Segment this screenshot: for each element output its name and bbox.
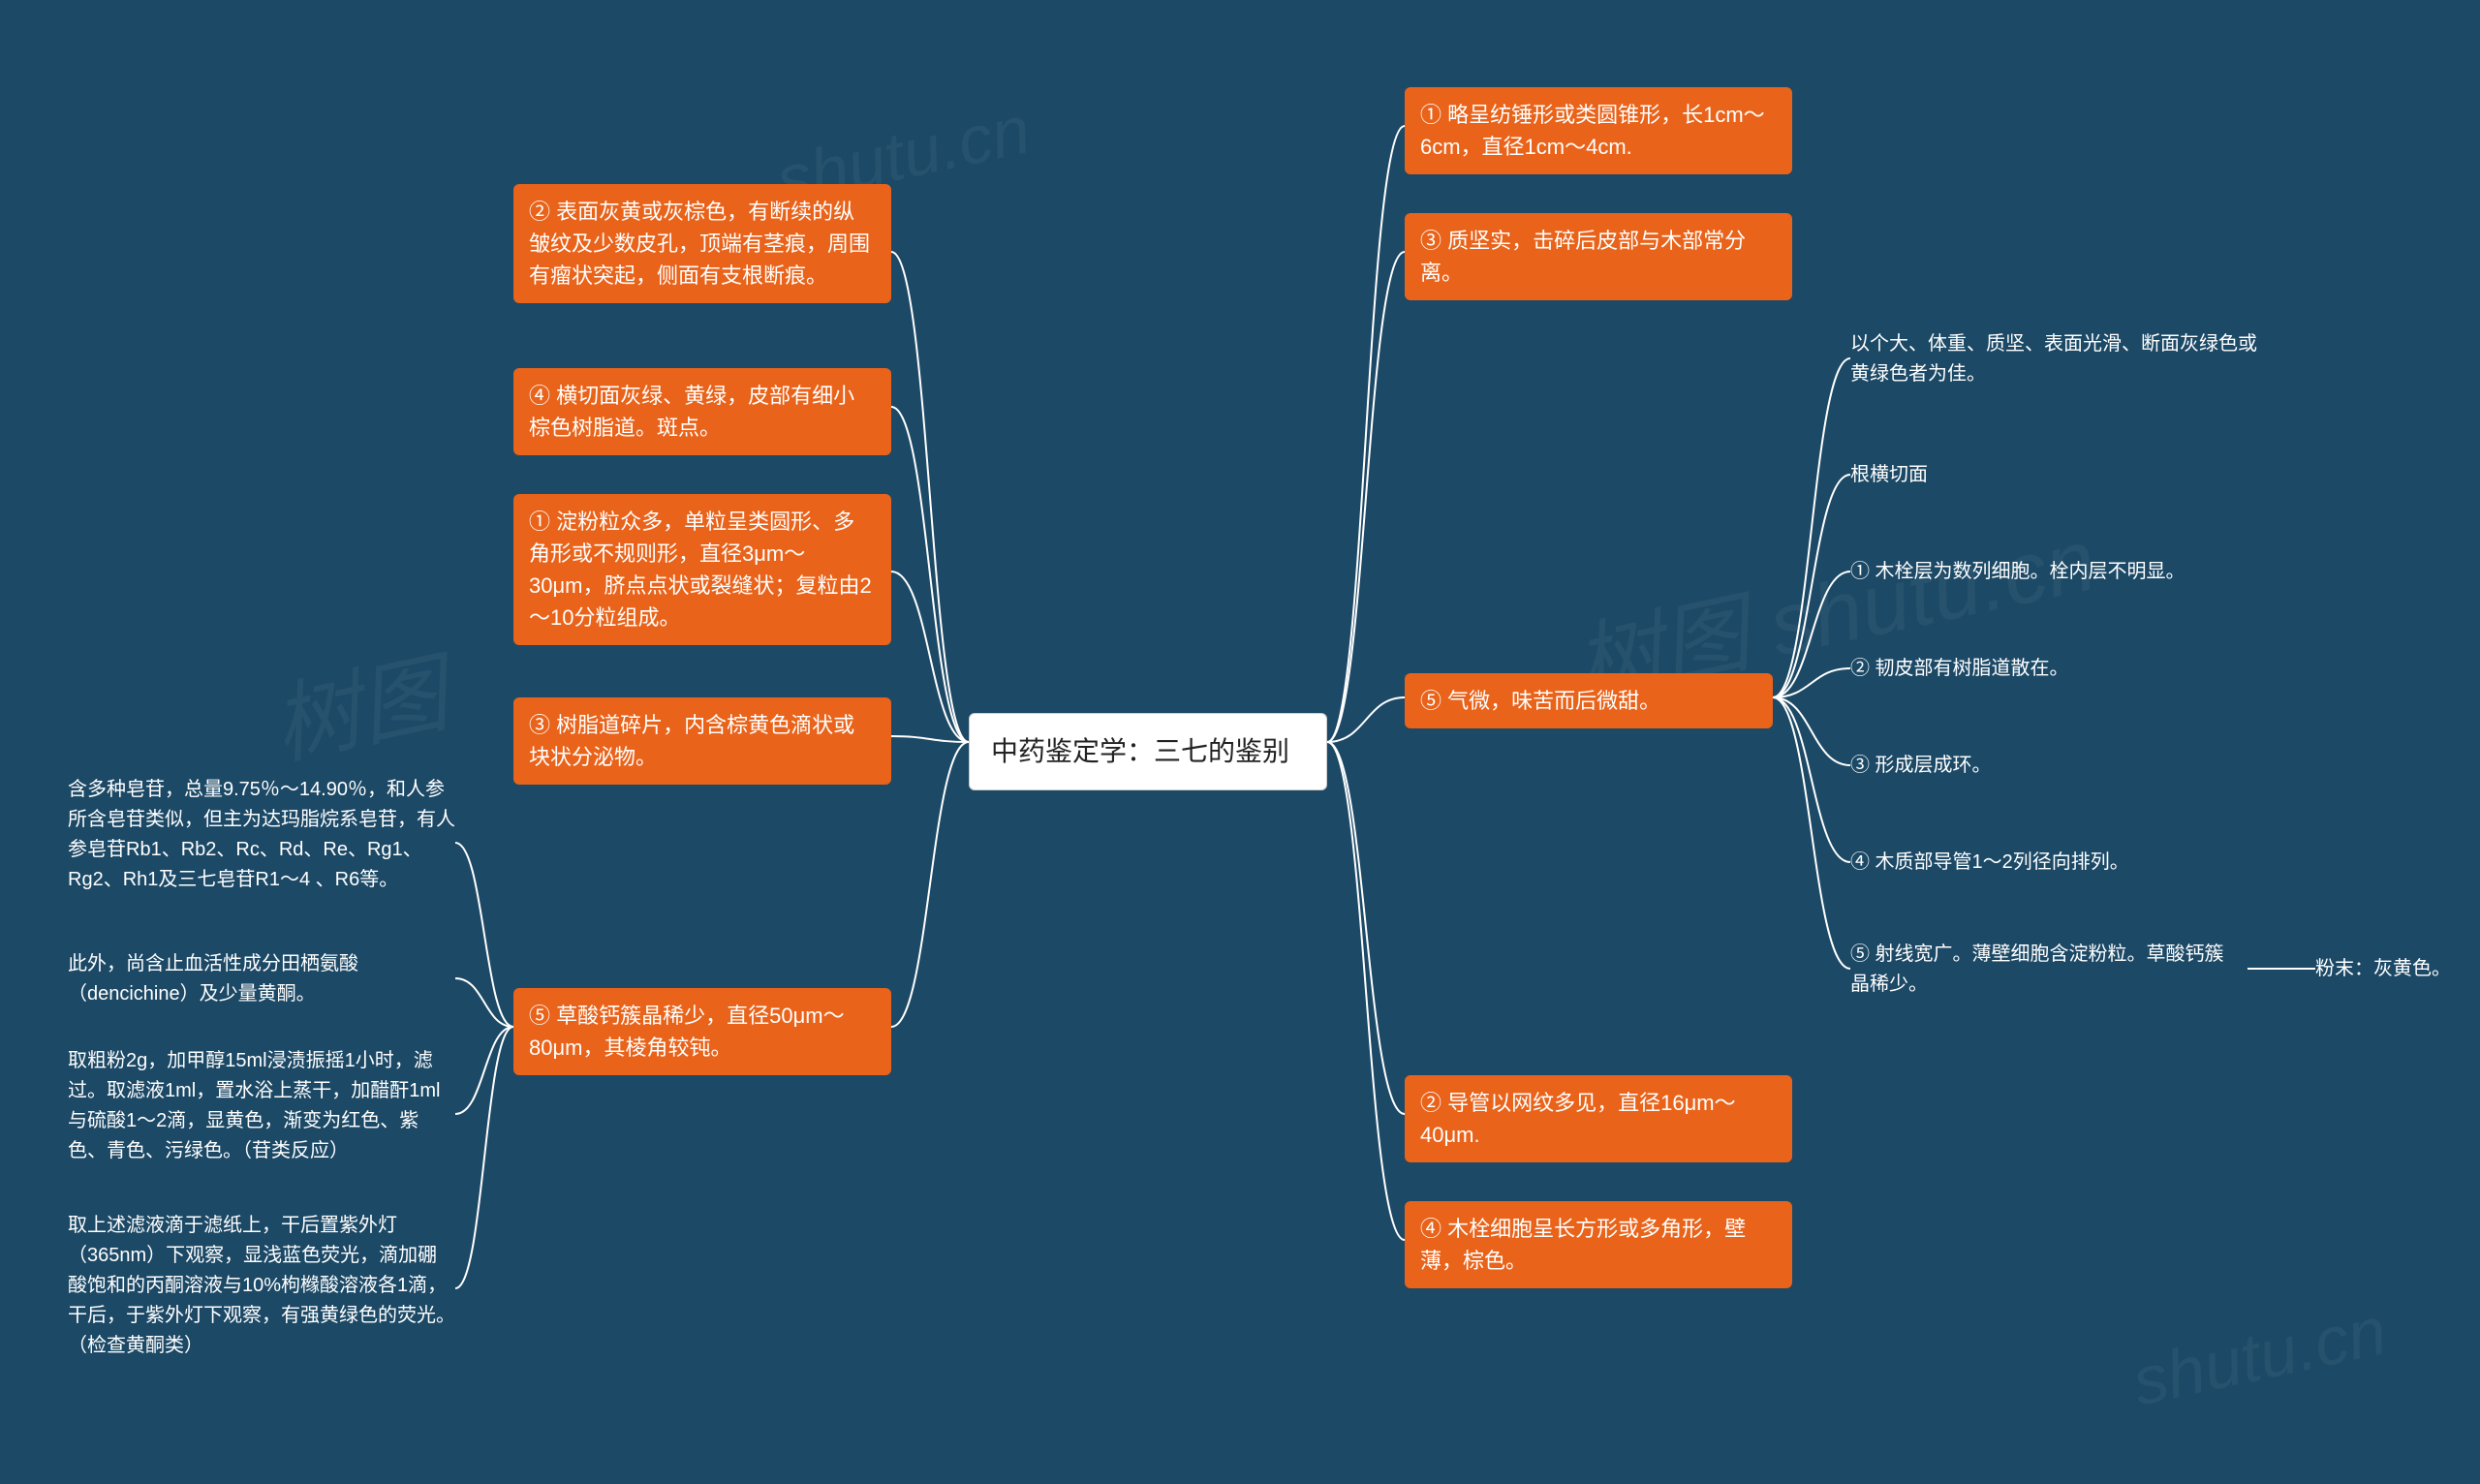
left-node-3: ③ 树脂道碎片，内含棕黄色滴状或块状分泌物。	[513, 697, 891, 785]
right-leaf-5g-1: 粉末：灰黄色。	[2315, 954, 2470, 984]
left-leaf-5b: 此外，尚含止血活性成分田栖氨酸（dencichine）及少量黄酮。	[68, 949, 455, 1009]
right-leaf-5a: 以个大、体重、质坚、表面光滑、断面灰绿色或黄绿色者为佳。	[1850, 329, 2257, 389]
left-leaf-5a: 含多种皂苷，总量9.75％～14.90％，和人参所含皂苷类似，但主为达玛脂烷系皂…	[68, 775, 455, 895]
left-node-5: ⑤ 草酸钙簇晶稀少，直径50μm～80μm，其棱角较钝。	[513, 988, 891, 1075]
right-leaf-5f: ④ 木质部导管1～2列径向排列。	[1850, 848, 2257, 878]
right-leaf-5d: ② 韧皮部有树脂道散在。	[1850, 654, 2257, 684]
right-node-1: ① 略呈纺锤形或类圆锥形，长1cm～6cm，直径1cm～4cm.	[1405, 87, 1792, 174]
right-node-5: ⑤ 气微，味苦而后微甜。	[1405, 673, 1773, 728]
watermark: 树图	[260, 623, 456, 783]
right-node-4: ④ 木栓细胞呈长方形或多角形，壁薄，棕色。	[1405, 1201, 1792, 1288]
left-node-1: ① 淀粉粒众多，单粒呈类圆形、多角形或不规则形，直径3μm～30μm，脐点点状或…	[513, 494, 891, 645]
right-leaf-5c: ① 木栓层为数列细胞。栓内层不明显。	[1850, 557, 2257, 587]
right-node-2: ② 导管以网纹多见，直径16μm～40μm.	[1405, 1075, 1792, 1162]
left-node-4: ④ 横切面灰绿、黄绿，皮部有细小棕色树脂道。斑点。	[513, 368, 891, 455]
left-leaf-5d: 取上述滤液滴于滤纸上，干后置紫外灯（365nm）下观察，显浅蓝色荧光，滴加硼酸饱…	[68, 1211, 455, 1361]
right-leaf-5g: ⑤ 射线宽广。薄壁细胞含淀粉粒。草酸钙簇晶稀少。	[1850, 940, 2238, 1000]
right-leaf-5b: 根横切面	[1850, 460, 2257, 490]
right-leaf-5e: ③ 形成层成环。	[1850, 751, 2257, 781]
left-node-2: ② 表面灰黄或灰棕色，有断续的纵皱纹及少数皮孔，顶端有茎痕，周围有瘤状突起，侧面…	[513, 184, 891, 303]
left-leaf-5c: 取粗粉2g，加甲醇15ml浸渍振摇1小时，滤过。取滤液1ml，置水浴上蒸干，加醋…	[68, 1046, 455, 1166]
right-node-3: ③ 质坚实，击碎后皮部与木部常分离。	[1405, 213, 1792, 300]
center-node: 中药鉴定学：三七的鉴别	[969, 713, 1327, 790]
watermark: shutu.cn	[2126, 1291, 2393, 1420]
